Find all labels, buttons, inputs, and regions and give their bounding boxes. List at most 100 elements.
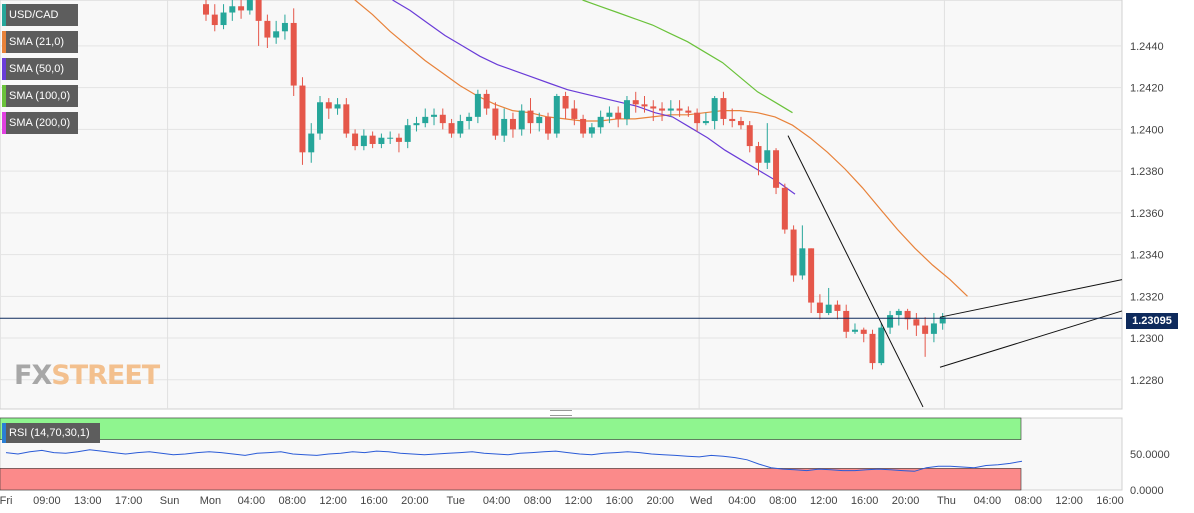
candle-body bbox=[281, 22, 288, 32]
candle-body bbox=[781, 187, 788, 230]
candle-body bbox=[939, 317, 946, 324]
x-tick-label: 09:00 bbox=[33, 495, 61, 507]
candle-body bbox=[255, 0, 262, 21]
x-tick-label: 08:00 bbox=[524, 495, 552, 507]
legend-label: SMA (200,0) bbox=[9, 117, 71, 129]
rsi-label: RSI (14,70,30,1) bbox=[9, 427, 90, 439]
candle-body bbox=[360, 135, 367, 147]
candle-body bbox=[667, 108, 674, 111]
y-tick-label: 1.2420 bbox=[1130, 83, 1164, 95]
x-tick-label: 16:00 bbox=[360, 495, 388, 507]
trendline-upper bbox=[939, 279, 1123, 318]
legend-label: SMA (50,0) bbox=[9, 63, 65, 75]
candle-body bbox=[431, 114, 438, 117]
candle-body bbox=[755, 146, 762, 163]
x-tick-label: 04:00 bbox=[483, 495, 511, 507]
candle-body bbox=[746, 125, 753, 147]
candle-body bbox=[913, 319, 920, 326]
candle-body bbox=[799, 248, 806, 276]
candle-body bbox=[553, 95, 560, 134]
legend-label: SMA (100,0) bbox=[9, 90, 71, 102]
candle-body bbox=[808, 248, 815, 303]
legend-sma-21[interactable]: SMA (21,0) bbox=[2, 31, 79, 53]
trendline-drop bbox=[787, 135, 924, 408]
candle-body bbox=[571, 108, 578, 119]
candle-body bbox=[702, 121, 709, 124]
candle-body bbox=[623, 100, 630, 119]
x-tick-label: 12:00 bbox=[319, 495, 347, 507]
candle-body bbox=[448, 123, 455, 134]
x-tick-label: 13:00 bbox=[74, 495, 102, 507]
candle-body bbox=[615, 112, 622, 119]
candle-body bbox=[308, 133, 315, 153]
candle-body bbox=[509, 118, 516, 130]
candle-body bbox=[720, 98, 727, 119]
candle-body bbox=[334, 104, 341, 109]
logo-street: STREET bbox=[51, 360, 160, 391]
current-price-tag: 1.23095 bbox=[1126, 313, 1178, 329]
legend-sma-200[interactable]: SMA (200,0) bbox=[2, 112, 79, 134]
candle-body bbox=[501, 118, 508, 136]
candle-body bbox=[773, 150, 780, 188]
x-tick-label: 20:00 bbox=[401, 495, 429, 507]
x-tick-label: 16:00 bbox=[851, 495, 879, 507]
y-tick-label: 1.2280 bbox=[1130, 375, 1164, 387]
candle-body bbox=[466, 116, 473, 122]
candle-body bbox=[238, 6, 245, 11]
x-tick-label: 12:00 bbox=[565, 495, 593, 507]
candle-body bbox=[878, 327, 885, 364]
legend-usdcad[interactable]: USD/CAD bbox=[2, 4, 79, 26]
rsi-oversold-zone bbox=[0, 468, 1022, 491]
candle-body bbox=[606, 112, 613, 117]
legend-label: SMA (21,0) bbox=[9, 36, 65, 48]
candle-body bbox=[825, 304, 832, 314]
candle-body bbox=[922, 325, 929, 334]
y-tick-label: 1.2400 bbox=[1130, 124, 1164, 136]
rsi-legend[interactable]: RSI (14,70,30,1) bbox=[2, 423, 100, 443]
legend: USD/CAD SMA (21,0) SMA (50,0) SMA (100,0… bbox=[2, 4, 79, 139]
candle-body bbox=[895, 310, 902, 316]
candle-body bbox=[545, 116, 552, 134]
candle-body bbox=[904, 310, 911, 320]
x-tick-label: Sun bbox=[160, 495, 180, 507]
panel-resize-handle[interactable] bbox=[550, 410, 572, 416]
x-tick-label: Mon bbox=[200, 495, 221, 507]
candle-body bbox=[352, 133, 359, 147]
candle-body bbox=[729, 118, 736, 122]
candle-body bbox=[299, 85, 306, 153]
y-tick-label: 1.2340 bbox=[1130, 250, 1164, 262]
candle-body bbox=[597, 116, 604, 128]
candle-body bbox=[650, 106, 657, 109]
sma-lines bbox=[353, 0, 968, 297]
sma-100-line bbox=[582, 0, 793, 114]
legend-sma-50[interactable]: SMA (50,0) bbox=[2, 58, 79, 80]
candle-body bbox=[474, 93, 481, 117]
candle-body bbox=[562, 95, 569, 109]
y-tick-label: 1.2320 bbox=[1130, 291, 1164, 303]
candle-body bbox=[439, 114, 446, 124]
candle-body bbox=[851, 329, 858, 332]
candle-body bbox=[246, 0, 253, 11]
candle-body bbox=[860, 329, 867, 334]
candle-body bbox=[816, 302, 823, 314]
candle-body bbox=[492, 108, 499, 136]
candle-body bbox=[290, 22, 297, 86]
x-tick-label: Tue bbox=[447, 495, 466, 507]
rsi-overbought-zone bbox=[0, 417, 1022, 440]
x-tick-label: 16:00 bbox=[1096, 495, 1124, 507]
candle-body bbox=[843, 310, 850, 332]
candle-body bbox=[220, 12, 227, 26]
axes: 1.2280 1.2300 1.2320 1.2340 1.2360 1.2380 1.24… bbox=[0, 41, 1164, 507]
candle-body bbox=[211, 14, 218, 26]
candle-body bbox=[659, 108, 666, 111]
x-tick-label: Thu bbox=[937, 495, 956, 507]
candle-body bbox=[387, 137, 394, 139]
candle-body bbox=[930, 323, 937, 334]
candle-body bbox=[325, 102, 332, 109]
candle-body bbox=[764, 150, 771, 163]
x-tick-label: 17:00 bbox=[115, 495, 143, 507]
candle-body bbox=[518, 110, 525, 130]
x-tick-label: 12:00 bbox=[810, 495, 838, 507]
legend-sma-100[interactable]: SMA (100,0) bbox=[2, 85, 79, 107]
